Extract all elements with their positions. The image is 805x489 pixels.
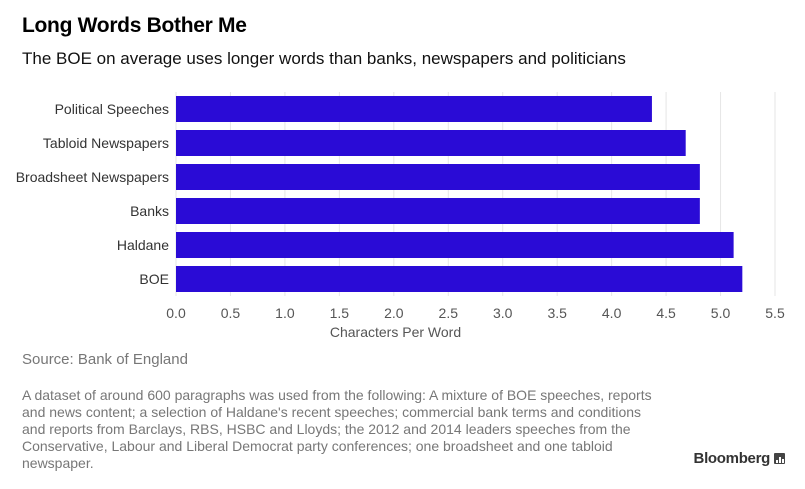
bar (176, 164, 700, 190)
chart-title: Long Words Bother Me (22, 14, 247, 37)
x-tick-label: 5.5 (765, 305, 785, 321)
bar (176, 232, 734, 258)
bars (176, 96, 743, 292)
chart-subtitle: The BOE on average uses longer words tha… (22, 49, 626, 68)
x-tick-label: 1.0 (275, 305, 295, 321)
bar (176, 198, 700, 224)
bar (176, 96, 652, 122)
grid-lines (175, 92, 776, 296)
x-tick-label: 4.5 (656, 305, 676, 321)
source-note: Source: Bank of England (22, 351, 188, 368)
x-tick-label: 4.0 (602, 305, 622, 321)
category-label: Haldane (117, 237, 169, 253)
bar (176, 266, 743, 292)
methodology-note: A dataset of around 600 paragraphs was u… (22, 387, 652, 471)
x-tick-labels: 0.0 0.5 1.0 1.5 2.0 2.5 3.0 3.5 4.0 4.5 5.0 5.5 (166, 305, 785, 321)
x-tick-label: 1.5 (330, 305, 350, 321)
x-tick-label: 5.0 (711, 305, 731, 321)
bar-chart-icon (774, 453, 785, 464)
x-axis-title: Characters Per Word (330, 324, 461, 340)
brand-logo: Bloomberg (694, 450, 785, 467)
category-label: Tabloid Newspapers (43, 135, 169, 151)
x-tick-label: 0.5 (221, 305, 241, 321)
category-label: BOE (139, 271, 169, 287)
category-label: Political Speeches (55, 101, 169, 117)
category-label: Banks (130, 203, 169, 219)
bar (176, 130, 686, 156)
category-labels: Political Speeches Tabloid Newspapers Broa… (16, 101, 170, 287)
brand-name: Bloomberg (693, 450, 771, 467)
bar-chart: Political Speeches Tabloid Newspapers Broa… (16, 92, 785, 340)
x-tick-label: 3.0 (493, 305, 513, 321)
x-tick-label: 0.0 (166, 305, 186, 321)
x-tick-label: 2.5 (439, 305, 459, 321)
x-tick-label: 3.5 (547, 305, 567, 321)
category-label: Broadsheet Newspapers (16, 169, 169, 185)
x-tick-label: 2.0 (384, 305, 404, 321)
